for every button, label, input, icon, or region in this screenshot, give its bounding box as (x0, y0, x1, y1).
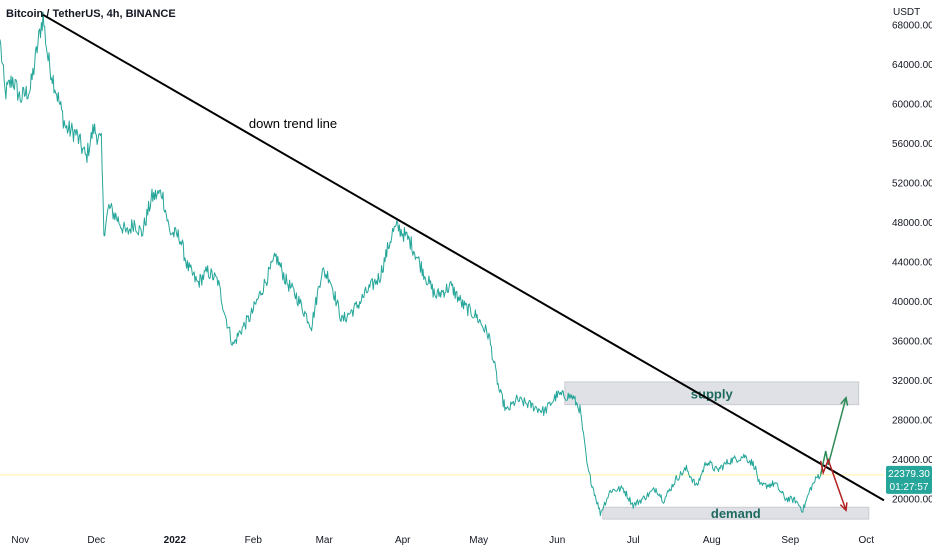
x-tick-label: Jun (549, 535, 565, 546)
y-tick-label: 32000.00 (892, 376, 932, 387)
y-tick-label: 52000.00 (892, 179, 932, 190)
price-series-line (0, 11, 822, 517)
x-tick-label: Aug (703, 535, 721, 546)
currency-label: USDT (893, 7, 920, 18)
x-axis: Nov Dec 2022 Feb Mar Apr May Jun Jul Aug Sep Oct (11, 535, 874, 546)
x-tick-label: 2022 (164, 535, 187, 546)
y-tick-label: 28000.00 (892, 415, 932, 426)
demand-zone-label: demand (711, 506, 761, 521)
x-tick-label: Mar (316, 535, 334, 546)
y-tick-label: 40000.00 (892, 297, 932, 308)
y-axis: USDT 20000.00 24000.00 28000.00 32000.00 3600… (886, 7, 932, 505)
supply-zone (564, 381, 860, 406)
x-tick-label: Apr (395, 535, 411, 546)
y-tick-label: 36000.00 (892, 336, 932, 347)
x-tick-label: Dec (87, 535, 105, 546)
x-tick-label: Sep (781, 535, 799, 546)
y-tick-label: 48000.00 (892, 218, 932, 229)
y-tick-label: 24000.00 (892, 455, 932, 466)
y-tick-label: 20000.00 (892, 494, 932, 505)
arrows-layer (819, 396, 849, 512)
last-price-badge (886, 465, 932, 494)
arrow-head (840, 396, 849, 406)
trendline-layer: down trend line (42, 13, 885, 502)
down-trend-line (42, 13, 885, 502)
x-tick-label: Feb (245, 535, 263, 546)
y-tick-label: 68000.00 (892, 21, 932, 32)
candle-countdown: 01:27:57 (890, 482, 929, 493)
y-tick-label: 56000.00 (892, 139, 932, 150)
trendline-label: down trend line (249, 116, 337, 131)
x-tick-label: Nov (11, 535, 29, 546)
y-tick-label: 64000.00 (892, 60, 932, 71)
supply-zone-label: supply (691, 386, 734, 401)
zones-layer: supply demand (564, 381, 870, 521)
chart-title: Bitcoin / TetherUS, 4h, BINANCE (6, 8, 176, 20)
x-tick-label: May (469, 535, 488, 546)
projection-arrow-down (819, 457, 847, 511)
price-series-layer (0, 11, 822, 517)
projection-arrow-up (819, 397, 847, 475)
x-tick-label: Jul (627, 535, 640, 546)
demand-zone (602, 506, 870, 520)
y-tick-label: 44000.00 (892, 258, 932, 269)
x-tick-label: Oct (858, 535, 874, 546)
y-tick-label: 60000.00 (892, 100, 932, 111)
last-price-value: 22379.30 (888, 469, 930, 480)
arrow-head (839, 502, 848, 512)
